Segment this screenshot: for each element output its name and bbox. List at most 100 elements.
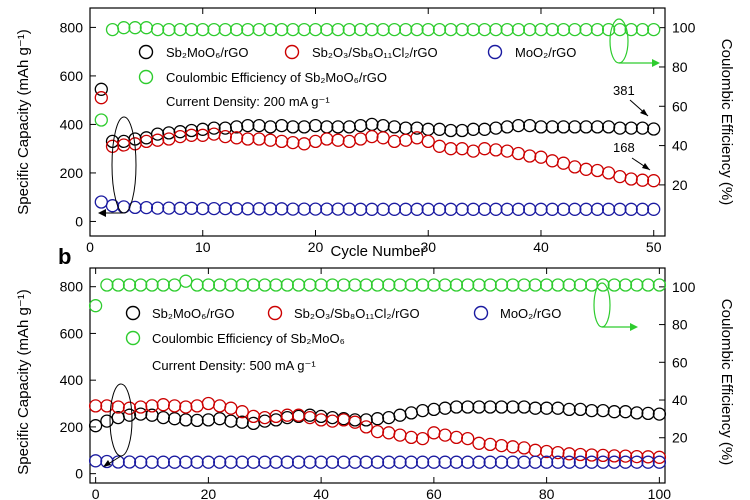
panel-a-x-tick-label: 40 — [533, 239, 549, 255]
panel-a-series-1-point — [320, 132, 334, 146]
panel-b-series-1-point — [618, 449, 633, 463]
panel-b-series-0-point — [483, 400, 497, 414]
panel-a-series-1-point — [252, 132, 266, 146]
panel-a-series-3-point — [455, 22, 469, 37]
panel-b-series-2-point — [427, 455, 441, 469]
panel-b-series-3-point — [415, 278, 430, 292]
panel-a-series-1-point — [647, 174, 661, 188]
panel-b-series-2-point — [190, 455, 204, 469]
panel-a: 0 10 20 30 40 50 0 200 400 600 800 20 40 60 80 100 Cycl… — [15, 7, 735, 260]
panel-a-series-2-point — [286, 202, 300, 216]
panel-a-series-2-point — [297, 202, 311, 216]
panel-a-series-1-point — [275, 134, 289, 149]
panel-b-series-0-point — [370, 412, 385, 426]
panel-b-series-0-point — [652, 407, 667, 421]
panel-b-series-0-point — [382, 410, 396, 425]
panel-b-series-2-point — [382, 455, 396, 469]
panel-b-series-3-point — [134, 278, 148, 292]
panel-a-legend-marker-1 — [284, 44, 300, 60]
panel-b-series-3-point — [348, 278, 362, 292]
panel-b-series-2-point — [167, 455, 182, 469]
panel-a-series-3-point — [173, 22, 187, 37]
panel-a-series-0-point — [455, 123, 469, 138]
panel-a-series-1-point — [342, 134, 356, 149]
panel-b-y-tick-label: 200 — [60, 419, 84, 435]
panel-b-series-3-point — [337, 278, 351, 292]
panel-a-series-1-point — [523, 149, 537, 163]
panel-b-series-3-point — [472, 278, 486, 292]
panel-a-series-3-point — [523, 22, 537, 37]
panel-b-series-2-point — [201, 455, 216, 469]
panel-a-series-2-point — [263, 202, 278, 216]
panel-b-series-3-point — [145, 278, 159, 292]
panel-a-current-density: Current Density: 200 mA g⁻¹ — [166, 94, 330, 109]
panel-b-x-tick-label: 0 — [92, 486, 100, 500]
panel-b-series-2-point — [291, 455, 306, 469]
panel-a-series-0-point — [399, 121, 413, 135]
panel-b: 0 20 40 60 80 100 0 200 400 600 800 20 40 60 80 100 Spe… — [15, 267, 735, 500]
panel-a-series-3-point — [534, 22, 548, 37]
panel-a-left-axis-arrowhead — [98, 209, 106, 217]
panel-b-series-3-point — [179, 274, 193, 288]
panel-a-series-2-point — [647, 202, 661, 216]
panel-a-series-3-point — [387, 22, 402, 37]
panel-a-series-1-point — [241, 132, 255, 146]
panel-b-legend: Sb₂MoO₆/rGO Sb₂O₃/Sb₈O₁₁Cl₂/rGO MoO₂/rGO… — [125, 305, 561, 346]
panel-a-x-tick-label: 30 — [420, 239, 436, 255]
panel-a-x-axis-label: Cycle Number — [330, 243, 425, 260]
panel-a-series-2-point — [207, 201, 221, 216]
panel-a-series-0-point — [252, 118, 266, 133]
panel-a-series-0-point — [275, 118, 289, 133]
panel-b-series-1-point — [630, 449, 644, 464]
panel-a-y-tick-label: 600 — [60, 68, 84, 84]
panel-a-series-2-point — [590, 202, 605, 216]
panel-a-series-3-point — [601, 22, 616, 37]
panel-a-legend-marker-2 — [487, 44, 503, 60]
panel-b-series-0-point — [246, 416, 261, 431]
panel-a-series-2-point — [342, 202, 356, 216]
panel-a-series-1-point — [353, 132, 368, 146]
panel-a-series-2-point — [545, 202, 559, 216]
panel-b-legend-marker-0 — [125, 305, 141, 321]
panel-b-series-3-point — [573, 278, 588, 292]
panel-a-series-0-point — [579, 120, 593, 134]
panel-b-series-0-point — [472, 400, 486, 414]
panel-a-series-1-point — [229, 131, 244, 145]
panel-b-series-1-point — [213, 399, 227, 413]
panel-b-series-2-point — [585, 455, 599, 469]
panel-a-series-2-point — [252, 202, 266, 216]
panel-b-y2-tick-label: 20 — [672, 430, 688, 446]
panel-a-series-0-point — [94, 82, 108, 96]
panel-a-series-0-point — [184, 123, 199, 138]
panel-b-series-1-point — [382, 426, 396, 440]
panel-a-series-2-point — [94, 195, 108, 209]
panel-b-series-1-point — [201, 396, 216, 411]
panel-a-series-2-point — [139, 200, 154, 215]
panel-b-series-3-point — [539, 278, 554, 292]
panel-label-b: b — [58, 244, 71, 269]
panel-b-x-tick-label: 20 — [201, 486, 217, 500]
panel-a-series-3-point — [196, 22, 210, 37]
panel-a-series-1-point — [635, 173, 650, 187]
panel-a-series-2-point — [579, 202, 593, 216]
panel-b-series-3-point — [100, 278, 114, 292]
panel-b-series-1-point — [483, 437, 497, 452]
panel-b-series-1-point — [427, 426, 441, 440]
panel-b-series-3-point — [370, 278, 385, 292]
panel-a-series-1-point — [331, 133, 345, 147]
panel-a-series-2-point — [421, 202, 435, 216]
panel-b-series-0-point — [415, 403, 430, 418]
panel-b-y-axis-label: Specific Capacity (mAh g⁻¹) — [15, 289, 32, 474]
panel-a-series-1-point — [601, 166, 616, 180]
panel-b-series-0-point — [528, 401, 542, 415]
panel-b-series-0-point — [596, 403, 610, 418]
panel-b-series-0-point — [641, 406, 655, 421]
panel-b-series-1-point — [145, 399, 159, 413]
panel-a-series-2-point — [556, 202, 571, 216]
panel-a-series-3-point — [432, 22, 447, 37]
panel-b-series-1-point — [258, 410, 272, 425]
panel-b-series-3-point — [483, 278, 497, 292]
panel-b-y-tick-label: 800 — [60, 279, 84, 295]
panel-a-series-2-point — [523, 202, 537, 216]
panel-a-series-0-point — [365, 117, 379, 132]
